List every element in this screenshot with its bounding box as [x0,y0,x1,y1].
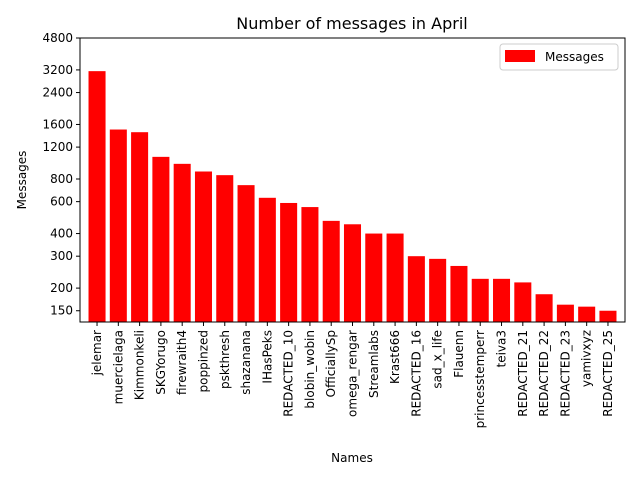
y-tick-label: 600 [50,195,73,209]
x-tick-label: OfficiallySp [324,330,338,397]
y-tick-label: 800 [50,172,73,186]
x-axis-ticks: jelemar muercielaga Kimmonkeli SKGYorugo fir… [90,322,615,428]
legend-swatch [505,50,535,62]
bar-REDACTED_16 [407,256,425,322]
bar-sad_x_life [429,258,447,322]
bar-Streamlabs [365,233,383,322]
x-tick-label: blobin_wobin [303,330,317,409]
y-tick-label: 1200 [42,140,73,154]
x-tick-label: firewraith4 [175,330,189,395]
bar-omega_rengar [343,224,362,322]
y-tick-label: 2400 [42,86,73,100]
bar-yamivxyz [578,306,596,322]
x-axis-label: Names [331,451,373,465]
x-tick-label: poppinzed [196,330,210,392]
bar-Krast666 [386,233,404,322]
x-tick-label: SKGYorugo [154,330,168,395]
x-tick-label: pskthresh [218,330,232,389]
bar-Kimmonkeli [131,132,149,322]
bar-jelemar [88,71,106,323]
x-tick-label: REDACTED_25 [601,330,615,417]
bar-REDACTED_22 [535,294,553,322]
chart-title: Number of messages in April [236,14,467,33]
y-axis-label: Messages [15,151,29,210]
x-tick-label: Flauenn [452,330,466,378]
x-tick-label: Kimmonkeli [133,330,147,400]
bar-SKGYorugo [152,156,170,322]
x-tick-label: shazanana [239,330,253,395]
x-tick-label: teiva3 [495,330,509,368]
x-tick-label: Streamlabs [367,330,381,398]
x-tick-label: REDACTED_16 [409,330,423,417]
bar-princesstemperr [471,278,489,322]
bar-REDACTED_10 [280,202,298,322]
y-axis-ticks: 150 200 300 400 600 800 1200 1600 2400 3200 4800 [42,31,80,318]
legend: Messages [499,43,619,71]
legend-label: Messages [545,50,604,64]
bar-REDACTED_21 [514,282,532,322]
y-tick-label: 300 [50,249,73,263]
bar-IHasPeks [258,197,276,322]
y-tick-label: 4800 [42,31,73,45]
bar-poppinzed [194,171,212,322]
bar-blobin_wobin [301,207,319,322]
y-tick-label: 1600 [42,117,73,131]
x-tick-label: yamivxyz [580,330,594,387]
bar-muercielaga [109,129,127,322]
y-tick-label: 400 [50,227,73,241]
x-tick-label: Krast666 [388,330,402,384]
bar-REDACTED_25 [599,310,617,322]
x-tick-label: REDACTED_22 [537,330,551,417]
bar-REDACTED_23 [556,304,574,322]
x-tick-label: jelemar [90,330,104,376]
bar-firewraith4 [173,163,191,322]
x-tick-label: REDACTED_10 [282,330,296,417]
bars-group [88,71,617,323]
y-tick-label: 200 [50,281,73,295]
bar-OfficiallySp [322,220,340,322]
x-tick-label: REDACTED_23 [558,330,572,417]
bar-shazanana [237,185,255,322]
x-tick-label: princesstemperr [473,330,487,428]
x-tick-label: IHasPeks [260,330,274,384]
bar-pskthresh [216,175,234,322]
y-tick-label: 150 [50,304,73,318]
x-tick-label: omega_rengar [346,330,360,417]
x-tick-label: sad_x_life [431,330,445,389]
x-tick-label: muercielaga [111,330,125,404]
bar-Flauenn [450,265,468,322]
bar-teiva3 [493,278,511,322]
y-tick-label: 3200 [42,63,73,77]
x-tick-label: REDACTED_21 [516,330,530,417]
